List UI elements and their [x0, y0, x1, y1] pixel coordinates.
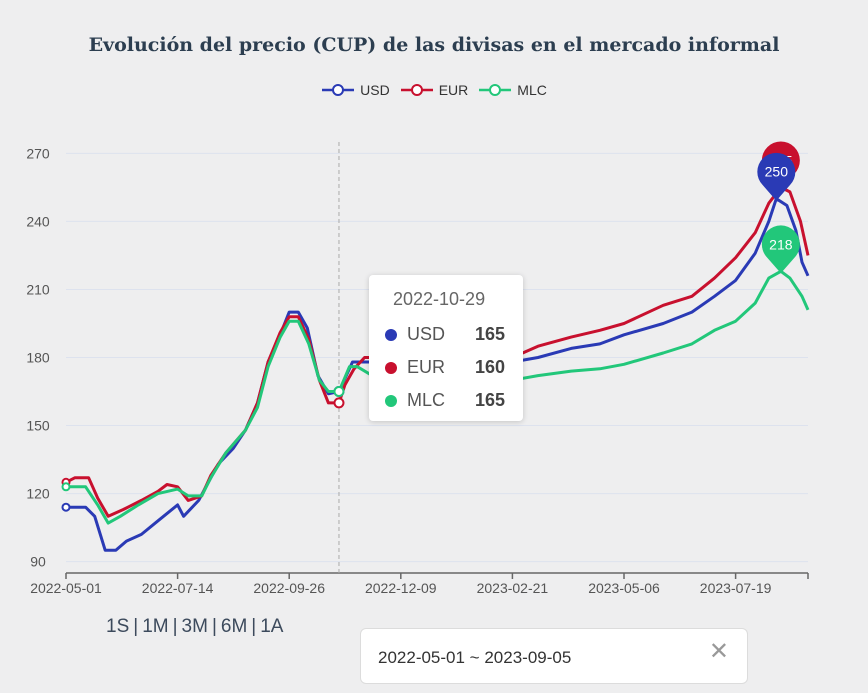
y-tick-label-120: 120: [26, 486, 50, 502]
tooltip-usd-value: 165: [475, 324, 506, 344]
legend-eur-label: EUR: [438, 82, 469, 98]
y-tick-label-270: 270: [26, 145, 50, 161]
series-start-point-usd: [61, 502, 71, 512]
tooltip-usd-dot-icon: [385, 328, 397, 341]
legend-mlc-label: MLC: [517, 82, 547, 98]
legend-item-usd[interactable]: USD: [321, 82, 390, 98]
legend-usd-label: USD: [360, 82, 390, 98]
range-separator: |: [172, 616, 178, 637]
y-tick-label-150: 150: [26, 418, 50, 434]
close-icon[interactable]: ✕: [708, 638, 729, 665]
x-tick-label-2023-02-21: 2023-02-21: [477, 580, 549, 596]
range-button-3m[interactable]: 3M: [181, 616, 208, 637]
series-line-eur: [65, 185, 810, 518]
tooltip-eur-value: 160: [475, 357, 506, 377]
range-button-1s[interactable]: 1S: [106, 616, 130, 637]
legend-mlc-icon: [479, 84, 512, 96]
x-tick-label-2023-07-19: 2023-07-19: [700, 580, 772, 596]
crosshair-point-eur: [333, 397, 345, 409]
range-button-1a[interactable]: 1A: [260, 616, 284, 637]
tooltip-eur-dot-icon: [385, 361, 397, 374]
range-separator: |: [211, 616, 217, 637]
chart-tooltip: 2022-10-29 USD 165 EUR 160 MLC 165: [369, 275, 523, 421]
peak-label-mlc: 218: [769, 236, 793, 252]
series-line-usd: [66, 197, 810, 552]
tooltip-row-mlc: MLC 165: [385, 384, 509, 417]
x-tick-label-2022-07-14: 2022-07-14: [142, 580, 214, 596]
y-axis: 90 120 150 180 210 240 270: [26, 145, 50, 569]
legend-item-mlc[interactable]: MLC: [478, 82, 547, 98]
crosshair-points: [61, 386, 345, 512]
y-tick-label-180: 180: [26, 350, 50, 366]
crosshair-point-mlc: [333, 386, 345, 398]
peak-marker-mlc: 218: [761, 225, 800, 274]
peak-markers: 255250218: [757, 141, 800, 274]
tooltip-mlc-dot-icon: [385, 394, 397, 407]
chart-title: Evolución del precio (CUP) de las divisa…: [88, 34, 780, 56]
x-tick-label-2022-05-01: 2022-05-01: [30, 580, 102, 596]
legend-usd-icon: [322, 84, 355, 96]
range-button-6m[interactable]: 6M: [220, 616, 248, 637]
y-tick-label-90: 90: [30, 554, 46, 570]
date-range-picker[interactable]: 2022-05-01 ~ 2023-09-05 ✕: [360, 628, 748, 684]
range-separator: |: [133, 616, 139, 637]
tooltip-mlc-value: 165: [475, 390, 506, 410]
x-tick-label-2022-12-09: 2022-12-09: [365, 580, 437, 596]
tooltip-row-eur: EUR 160: [385, 351, 509, 384]
x-tick-label-2022-09-26: 2022-09-26: [253, 580, 325, 596]
range-button-1m[interactable]: 1M: [142, 616, 169, 637]
tooltip-row-usd: USD 165: [385, 318, 509, 351]
series-start-point-mlc: [61, 482, 71, 492]
x-tick-label-2023-05-06: 2023-05-06: [588, 580, 660, 596]
peak-marker-usd: 250: [757, 152, 796, 201]
y-tick-label-210: 210: [26, 281, 50, 297]
legend-item-eur[interactable]: EUR: [400, 82, 469, 98]
y-tick-label-240: 240: [26, 213, 50, 229]
legend-eur-icon: [400, 84, 433, 96]
tooltip-date: 2022-10-29: [393, 289, 486, 309]
tooltip-mlc-name: MLC: [407, 390, 446, 410]
pin-icon: [757, 152, 796, 201]
x-axis: 2022-05-01 2022-07-14 2022-09-26 2022-12-09…: [30, 572, 809, 596]
tooltip-usd-name: USD: [407, 324, 446, 344]
chart-legend: USD EUR MLC: [0, 82, 868, 98]
range-separator: |: [251, 616, 257, 637]
date-range-value[interactable]: 2022-05-01 ~ 2023-09-05: [378, 648, 572, 667]
tooltip-eur-name: EUR: [407, 357, 446, 377]
peak-label-usd: 250: [765, 164, 789, 180]
pin-icon: [761, 225, 800, 274]
range-buttons: 1S | 1M | 3M | 6M | 1A: [106, 616, 283, 638]
